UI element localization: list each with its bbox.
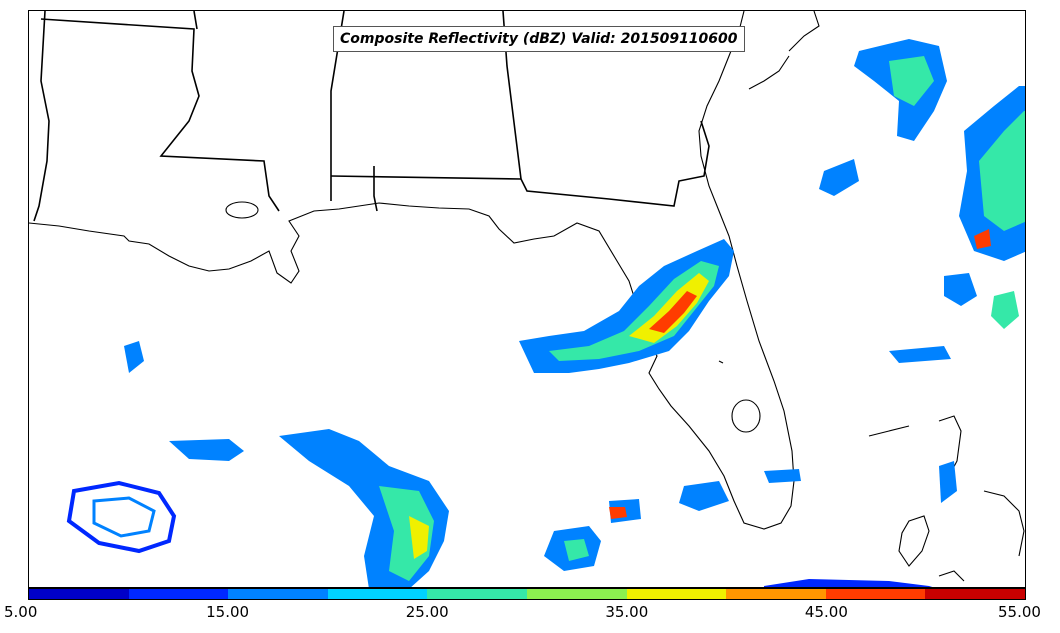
colorbar-tick-label: 5.00 [4, 603, 38, 621]
colorbar-segment [626, 589, 727, 599]
colorbar-segment [427, 589, 527, 599]
coastlines [29, 11, 1025, 582]
colorbar-tick-label: 35.00 [605, 603, 649, 621]
colorbar-segment [925, 589, 1025, 599]
colorbar-tick-label: 45.00 [804, 603, 848, 621]
map-canvas [29, 11, 1025, 587]
colorbar-segment [726, 589, 826, 599]
radar-map: Composite Reflectivity (dBZ) Valid: 2015… [28, 10, 1026, 588]
colorbar-segment [128, 589, 229, 599]
colorbar [28, 588, 1026, 600]
colorbar-segment [29, 589, 129, 599]
colorbar-segment [327, 589, 428, 599]
colorbar-segment [825, 589, 926, 599]
colorbar-segment [526, 589, 627, 599]
map-title: Composite Reflectivity (dBZ) Valid: 2015… [333, 26, 745, 52]
colorbar-tick-label: 15.00 [206, 603, 250, 621]
colorbar-tick-label: 25.00 [405, 603, 449, 621]
radar-echoes [66, 39, 1025, 587]
colorbar-segment [228, 589, 328, 599]
colorbar-tick-label: 55.00 [998, 603, 1041, 621]
